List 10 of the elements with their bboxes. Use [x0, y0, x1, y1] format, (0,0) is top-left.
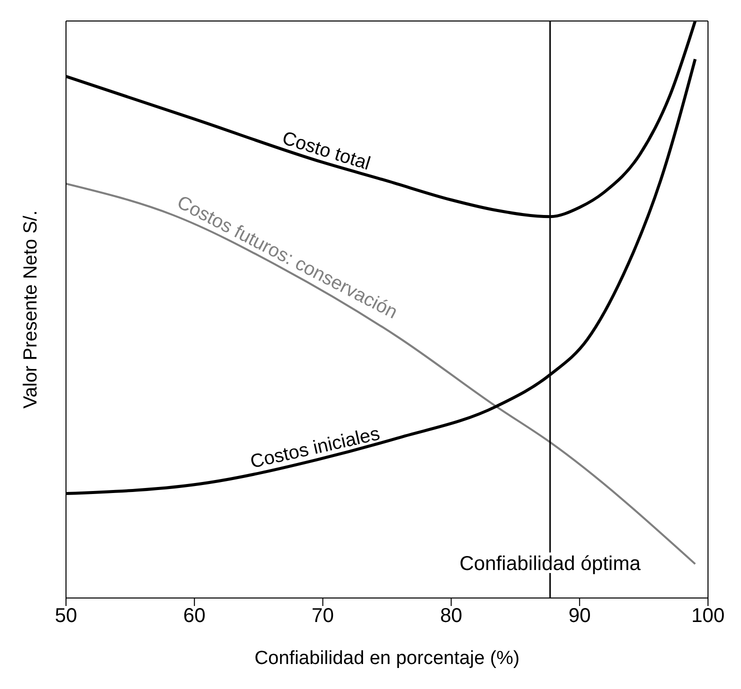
x-tick-label: 60 [183, 605, 206, 628]
x-tick-label: 100 [691, 605, 725, 628]
x-tick-label: 50 [54, 605, 78, 628]
x-tick-label: 90 [568, 605, 591, 628]
x-axis-title: Confiabilidad en porcentaje (%) [254, 648, 520, 669]
x-tick-label: 80 [440, 605, 462, 628]
x-tick-label: 70 [312, 605, 334, 628]
text: Costo total [280, 128, 373, 175]
y-axis-title: Valor Presente Neto S/. [20, 210, 42, 409]
text: Costos iniciales [248, 424, 382, 474]
